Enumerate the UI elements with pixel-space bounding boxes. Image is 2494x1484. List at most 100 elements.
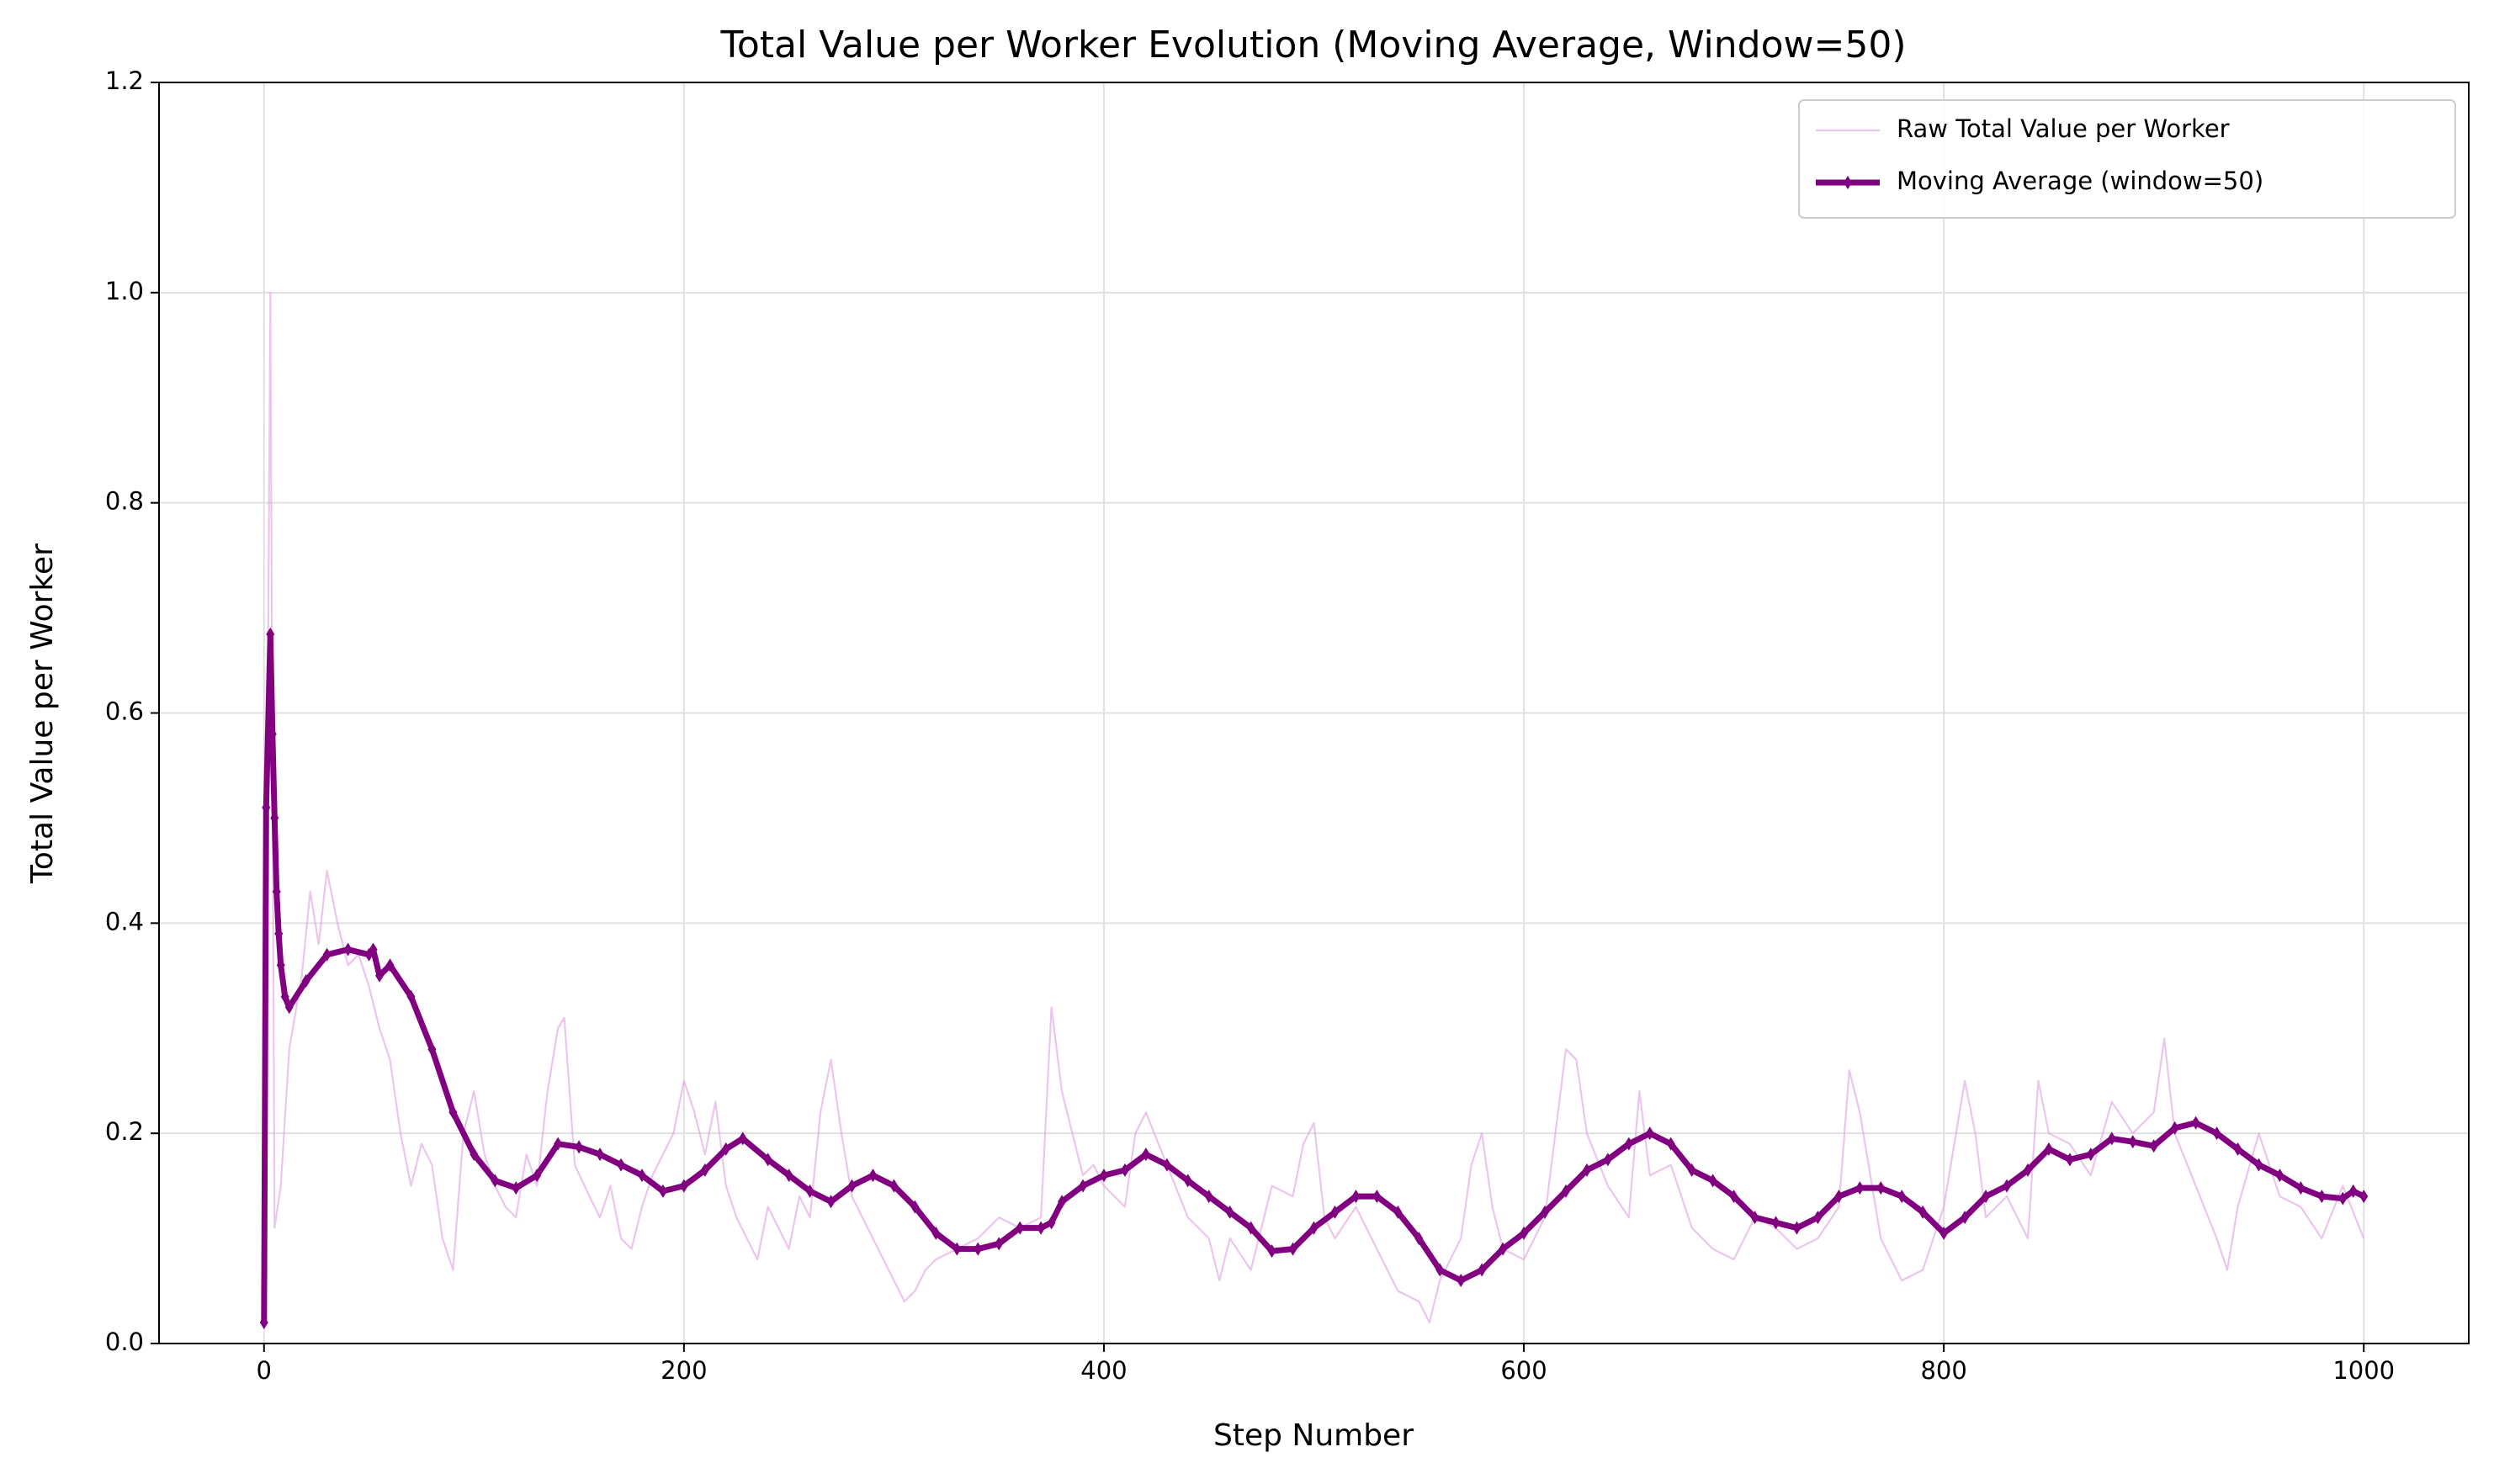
marker [995, 1237, 1004, 1251]
marker [406, 989, 416, 1004]
marker [910, 1200, 920, 1214]
marker [700, 1163, 709, 1177]
plot-frame [158, 82, 2470, 1344]
marker [1939, 1226, 1949, 1240]
marker [1666, 1137, 1675, 1151]
y-tick-label: 0.0 [105, 1328, 144, 1356]
marker [322, 947, 332, 962]
marker [1813, 1211, 1823, 1225]
marker [301, 974, 310, 988]
marker [385, 958, 395, 973]
marker [847, 1179, 857, 1193]
marker [1603, 1153, 1612, 1167]
marker [637, 1169, 646, 1183]
marker [2338, 1191, 2348, 1206]
marker [805, 1184, 815, 1198]
x-tick-label: 400 [1080, 1356, 1127, 1385]
marker [2149, 1139, 2158, 1153]
marker [1729, 1190, 1738, 1204]
marker [1582, 1163, 1591, 1177]
marker [1624, 1137, 1633, 1151]
marker [268, 727, 277, 741]
marker [738, 1132, 747, 1146]
marker [369, 942, 378, 957]
marker [826, 1195, 836, 1209]
x-tick-label: 1000 [2332, 1356, 2395, 1385]
marker [1162, 1158, 1171, 1172]
marker [1372, 1190, 1382, 1204]
y-axis-label: Total Value per Worker [25, 543, 60, 884]
marker [276, 958, 285, 973]
legend-label: Raw Total Value per Worker [1897, 114, 2230, 143]
y-tick-label: 0.6 [105, 697, 144, 726]
marker [1792, 1221, 1802, 1235]
marker [1037, 1221, 1046, 1235]
y-tick-label: 0.8 [105, 487, 144, 516]
marker [2296, 1181, 2306, 1195]
marker [1645, 1126, 1654, 1141]
marker [868, 1169, 878, 1183]
marker [427, 1042, 437, 1057]
y-tick-label: 0.2 [105, 1117, 144, 1146]
marker [1961, 1211, 1970, 1225]
marker [262, 800, 271, 814]
marker [1079, 1179, 1087, 1193]
marker [1750, 1211, 1759, 1225]
x-tick-label: 800 [1920, 1356, 1966, 1385]
marker [2359, 1190, 2369, 1204]
marker [274, 926, 284, 941]
marker [2065, 1153, 2074, 1167]
chart-title: Total Value per Worker Evolution (Moving… [719, 24, 1906, 66]
marker [1834, 1190, 1844, 1204]
marker [763, 1153, 772, 1167]
marker [2086, 1147, 2095, 1162]
marker [1541, 1205, 1549, 1219]
x-tick-label: 200 [661, 1356, 707, 1385]
marker [952, 1242, 962, 1256]
marker [448, 1105, 458, 1120]
marker [1141, 1147, 1150, 1162]
legend-box [1798, 99, 2456, 219]
x-axis-label: Step Number [1213, 1418, 1414, 1453]
marker [2233, 1142, 2242, 1156]
y-tick-label: 1.0 [105, 277, 144, 305]
legend-label: Moving Average (window=50) [1897, 167, 2263, 195]
marker [1855, 1181, 1865, 1195]
marker [1267, 1244, 1276, 1259]
marker [1309, 1221, 1319, 1235]
marker [721, 1142, 730, 1156]
marker [679, 1179, 688, 1193]
marker [2044, 1142, 2053, 1156]
marker [533, 1169, 542, 1183]
marker [1771, 1216, 1780, 1230]
marker [2317, 1190, 2327, 1204]
marker [596, 1147, 605, 1162]
marker [491, 1174, 500, 1188]
series-line [261, 631, 2365, 1323]
marker [1120, 1163, 1129, 1177]
marker [2191, 1116, 2200, 1130]
marker [1982, 1190, 1991, 1204]
marker [1520, 1226, 1529, 1240]
marker [2107, 1132, 2116, 1146]
marker [1246, 1221, 1255, 1235]
marker [1499, 1242, 1508, 1256]
marker [259, 1316, 268, 1330]
marker [1876, 1181, 1886, 1195]
marker [1016, 1221, 1025, 1235]
marker [575, 1140, 584, 1154]
marker [512, 1181, 521, 1195]
series-line [263, 291, 2365, 1324]
marker [784, 1169, 793, 1183]
marker [470, 1147, 479, 1162]
marker [931, 1226, 941, 1240]
marker [1225, 1205, 1234, 1219]
marker [617, 1158, 625, 1172]
marker [1351, 1190, 1361, 1204]
marker [2023, 1163, 2032, 1177]
x-tick-label: 600 [1500, 1356, 1547, 1385]
marker [280, 989, 289, 1004]
marker [1561, 1184, 1570, 1198]
marker [2212, 1126, 2221, 1141]
